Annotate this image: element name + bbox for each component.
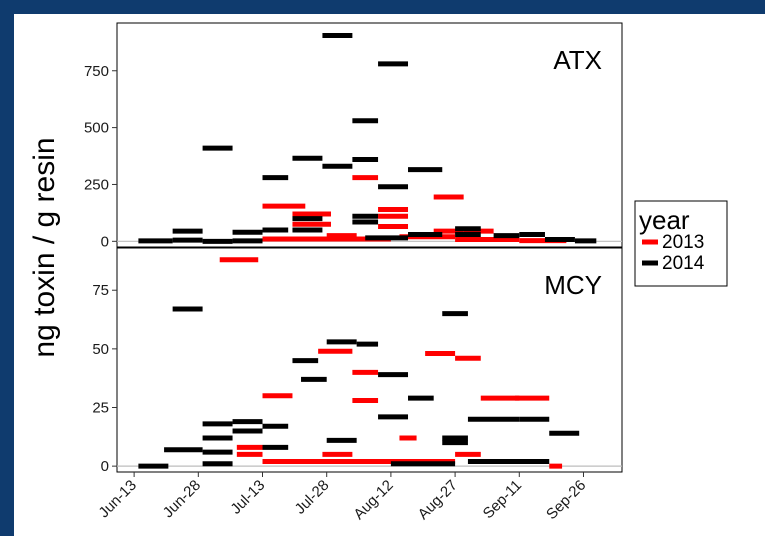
legend-label-2013: 2013 — [662, 232, 704, 253]
x-tick-label: Aug-27 — [415, 477, 461, 523]
y-tick-label: 25 — [92, 399, 109, 416]
y-tick-label: 750 — [84, 63, 109, 80]
x-tick-label: Sep-26 — [543, 477, 589, 523]
y-tick-label: 250 — [84, 176, 109, 193]
y-tick-label: 500 — [84, 120, 109, 137]
y-tick-label: 0 — [101, 458, 109, 475]
legend: year 2013 2014 — [634, 200, 728, 287]
panel-label-atx: ATX — [553, 45, 602, 75]
x-tick-label: Jun-13 — [95, 477, 139, 521]
x-tick-label: Jul-13 — [227, 477, 268, 518]
panel-mcy-frame — [116, 247, 623, 473]
x-tick-label: Sep-11 — [480, 477, 525, 522]
panel-label-mcy: MCY — [544, 270, 602, 300]
panel-atx-marks — [117, 33, 622, 244]
panel-atx-y-ticks: 0 250 500 750 — [84, 63, 117, 250]
background-band-left — [0, 0, 14, 536]
legend-title: year — [639, 205, 690, 235]
y-tick-label: 50 — [92, 341, 109, 358]
chart-canvas: ng toxin / g resin ATX MCY 0 250 500 750 0 2… — [14, 14, 765, 536]
legend-label-2014: 2014 — [662, 253, 705, 274]
x-tick-label: Aug-12 — [350, 477, 396, 523]
y-axis-label: ng toxin / g resin — [28, 137, 61, 357]
panel-mcy-y-ticks: 0 25 50 75 — [92, 282, 117, 475]
panel-mcy-marks — [117, 257, 622, 469]
background-band-top — [0, 0, 765, 14]
y-tick-label: 75 — [92, 282, 109, 299]
x-axis-ticks: Jun-13 Jun-28 Jul-13 Jul-28 Aug-12 Aug-27 Sep-… — [95, 472, 589, 523]
panel-atx-frame — [116, 22, 623, 248]
y-tick-label: 0 — [101, 233, 109, 250]
chart-svg: ng toxin / g resin ATX MCY 0 250 500 750 0 2… — [28, 22, 728, 523]
x-tick-label: Jul-28 — [292, 477, 333, 518]
x-tick-label: Jun-28 — [160, 477, 204, 521]
